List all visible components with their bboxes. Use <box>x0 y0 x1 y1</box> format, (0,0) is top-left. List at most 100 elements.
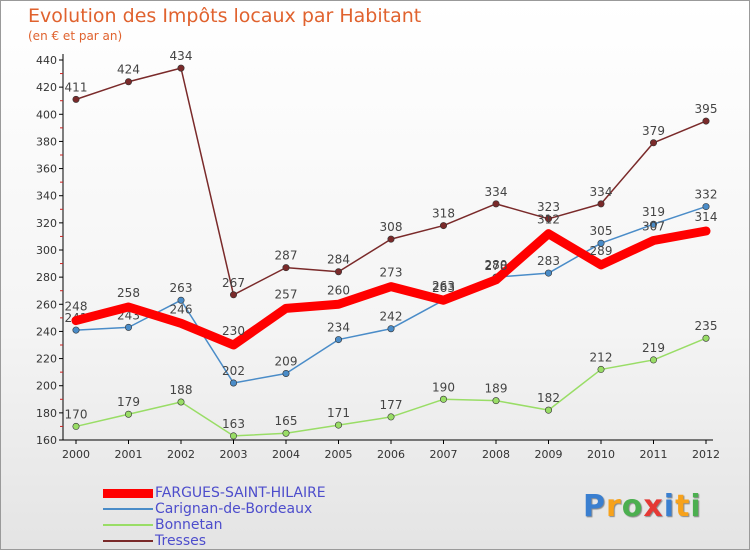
y-tick-label-260: 260 <box>36 298 57 311</box>
point-bonnetan-2011 <box>649 356 657 364</box>
data-label-fargues-saint-hilaire-2010: 289 <box>590 244 613 258</box>
y-tick-label-240: 240 <box>36 325 57 338</box>
y-tick-label-320: 320 <box>36 217 57 230</box>
x-tick-label-2006: 2006 <box>377 448 405 461</box>
y-tick-label-420: 420 <box>36 81 57 94</box>
point-bonnetan-2012 <box>702 334 710 342</box>
data-label-fargues-saint-hilaire-2009: 312 <box>537 213 560 227</box>
legend-label-bonnetan: Bonnetan <box>155 517 223 533</box>
proxiti-logo: Proxiti <box>583 489 702 524</box>
logo-letter: t <box>675 489 691 524</box>
data-label-fargues-saint-hilaire-2005: 260 <box>327 283 350 297</box>
logo-letter: x <box>643 489 664 524</box>
data-label-carignan-de-bordeaux-2003: 202 <box>222 364 245 378</box>
data-label-tresses-2003: 267 <box>222 276 245 290</box>
point-carignan-de-bordeaux-2006 <box>387 325 395 333</box>
data-label-bonnetan-2004: 165 <box>275 414 298 428</box>
point-carignan-de-bordeaux-2010 <box>597 239 605 247</box>
x-tick-label-2008: 2008 <box>482 448 510 461</box>
data-label-tresses-2002: 434 <box>170 49 193 63</box>
data-label-carignan-de-bordeaux-2012: 332 <box>695 188 718 202</box>
logo-letter: P <box>583 489 606 524</box>
data-label-bonnetan-2002: 188 <box>170 383 193 397</box>
data-label-fargues-saint-hilaire-2012: 314 <box>695 210 718 224</box>
logo-letter: i <box>690 489 702 524</box>
data-label-fargues-saint-hilaire-2000: 248 <box>65 300 88 314</box>
point-bonnetan-2005 <box>334 421 342 429</box>
point-carignan-de-bordeaux-2000 <box>72 326 80 334</box>
data-label-tresses-2008: 334 <box>485 185 508 199</box>
logo-letter: o <box>621 489 644 524</box>
logo-letter: r <box>606 489 622 524</box>
data-label-carignan-de-bordeaux-2005: 234 <box>327 321 350 335</box>
x-tick-label-2004: 2004 <box>272 448 300 461</box>
data-label-tresses-2010: 334 <box>590 185 613 199</box>
data-label-tresses-2000: 411 <box>65 80 88 94</box>
point-carignan-de-bordeaux-2003 <box>230 379 238 387</box>
point-bonnetan-2008 <box>492 397 500 405</box>
point-bonnetan-2010 <box>597 365 605 373</box>
data-label-bonnetan-2009: 182 <box>537 391 560 405</box>
y-tick-label-300: 300 <box>36 244 57 257</box>
series-line-fargues-saint-hilaire <box>71 226 711 350</box>
point-tresses-2003 <box>230 291 238 299</box>
data-label-bonnetan-2010: 212 <box>590 350 613 364</box>
point-carignan-de-bordeaux-2011 <box>649 220 657 228</box>
point-bonnetan-2003 <box>230 432 238 440</box>
x-tick-label-2007: 2007 <box>430 448 458 461</box>
legend-swatch-carignan <box>103 508 153 510</box>
data-label-fargues-saint-hilaire-2011: 307 <box>642 220 665 234</box>
data-label-fargues-saint-hilaire-2002: 246 <box>170 302 193 316</box>
point-tresses-2008 <box>492 200 500 208</box>
logo-letter: i <box>663 489 676 524</box>
data-label-carignan-de-bordeaux-2011: 319 <box>642 205 665 219</box>
data-label-carignan-de-bordeaux-2006: 242 <box>380 310 403 324</box>
data-label-fargues-saint-hilaire-2007: 263 <box>432 279 455 293</box>
data-label-bonnetan-2012: 235 <box>695 319 718 333</box>
data-label-bonnetan-2000: 170 <box>65 407 88 421</box>
data-label-carignan-de-bordeaux-2010: 305 <box>590 224 613 238</box>
y-tick-label-360: 360 <box>36 163 57 176</box>
data-label-carignan-de-bordeaux-2008: 280 <box>485 258 508 272</box>
point-bonnetan-2007 <box>439 395 447 403</box>
y-tick-label-200: 200 <box>36 380 57 393</box>
data-label-bonnetan-2008: 189 <box>485 382 508 396</box>
data-label-bonnetan-2006: 177 <box>380 398 403 412</box>
data-label-fargues-saint-hilaire-2008: 278 <box>485 259 508 273</box>
x-tick-label-2009: 2009 <box>535 448 563 461</box>
x-tick-label-2010: 2010 <box>587 448 615 461</box>
point-bonnetan-2009 <box>544 406 552 414</box>
point-tresses-2009 <box>544 215 552 223</box>
point-carignan-de-bordeaux-2002 <box>177 296 185 304</box>
data-label-carignan-de-bordeaux-2009: 283 <box>537 254 560 268</box>
y-tick-label-400: 400 <box>36 108 57 121</box>
data-label-tresses-2012: 395 <box>695 102 718 116</box>
y-tick-label-180: 180 <box>36 407 57 420</box>
point-tresses-2006 <box>387 235 395 243</box>
data-label-bonnetan-2005: 171 <box>327 406 350 420</box>
point-tresses-2000 <box>72 95 80 103</box>
data-label-bonnetan-2011: 219 <box>642 341 665 355</box>
y-tick-label-340: 340 <box>36 190 57 203</box>
data-label-carignan-de-bordeaux-2002: 263 <box>170 281 193 295</box>
legend-swatch-tresses <box>103 540 153 542</box>
data-label-tresses-2005: 284 <box>327 253 350 267</box>
data-label-tresses-2007: 318 <box>432 207 455 221</box>
x-tick-label-2002: 2002 <box>167 448 195 461</box>
point-carignan-de-bordeaux-2009 <box>544 269 552 277</box>
chart-subtitle: (en € et par an) <box>28 29 123 43</box>
point-tresses-2004 <box>282 264 290 272</box>
data-label-tresses-2004: 287 <box>275 249 298 263</box>
y-tick-label-440: 440 <box>36 54 57 67</box>
point-tresses-2011 <box>649 139 657 147</box>
point-tresses-2007 <box>439 222 447 230</box>
point-tresses-2005 <box>334 268 342 276</box>
point-tresses-2010 <box>597 200 605 208</box>
point-bonnetan-2004 <box>282 429 290 437</box>
point-tresses-2001 <box>125 78 133 86</box>
y-tick-label-380: 380 <box>36 135 57 148</box>
y-tick-label-220: 220 <box>36 353 57 366</box>
point-carignan-de-bordeaux-2005 <box>334 336 342 344</box>
